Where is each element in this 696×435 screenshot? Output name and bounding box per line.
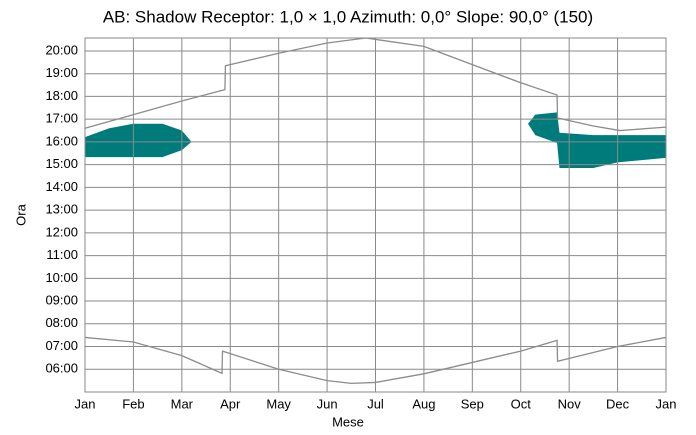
y-tick-label: 10:00 <box>45 270 78 285</box>
x-tick-label: Sep <box>461 396 484 411</box>
y-tick-label: 12:00 <box>45 224 78 239</box>
y-tick-label: 17:00 <box>45 111 78 126</box>
shadow-region <box>85 123 192 158</box>
x-tick-label: Dec <box>606 396 630 411</box>
x-tick-label: May <box>266 396 291 411</box>
x-tick-label: Jun <box>317 396 338 411</box>
y-tick-label: 08:00 <box>45 315 78 330</box>
y-tick-label: 09:00 <box>45 292 78 307</box>
line <box>84 336 667 385</box>
x-tick-label: Jan <box>75 396 96 411</box>
x-tick-label: Apr <box>220 396 241 411</box>
x-tick-label: Nov <box>558 396 582 411</box>
y-tick-label: 15:00 <box>45 156 78 171</box>
y-tick-label: 06:00 <box>45 361 78 376</box>
x-tick-label: Jan <box>656 396 677 411</box>
x-tick-label: Aug <box>412 396 435 411</box>
line <box>84 37 667 132</box>
chart-title: AB: Shadow Receptor: 1,0 × 1,0 Azimuth: … <box>103 7 593 26</box>
y-axis-label: Ora <box>13 203 28 225</box>
shadow-region <box>528 112 666 169</box>
x-tick-label: Mar <box>171 396 194 411</box>
x-tick-label: Oct <box>511 396 532 411</box>
y-tick-label: 11:00 <box>46 247 78 262</box>
x-tick-label: Jul <box>367 396 384 411</box>
y-tick-label: 20:00 <box>45 42 78 57</box>
plot-border <box>84 37 667 393</box>
y-tick-label: 18:00 <box>45 88 78 103</box>
x-tick-label: Feb <box>122 396 144 411</box>
y-tick-label: 14:00 <box>45 179 78 194</box>
y-tick-label: 19:00 <box>45 65 78 80</box>
y-tick-label: 13:00 <box>45 202 78 217</box>
y-tick-label: 07:00 <box>45 338 78 353</box>
y-tick-label: 16:00 <box>45 133 78 148</box>
x-axis-label: Mese <box>332 414 364 429</box>
